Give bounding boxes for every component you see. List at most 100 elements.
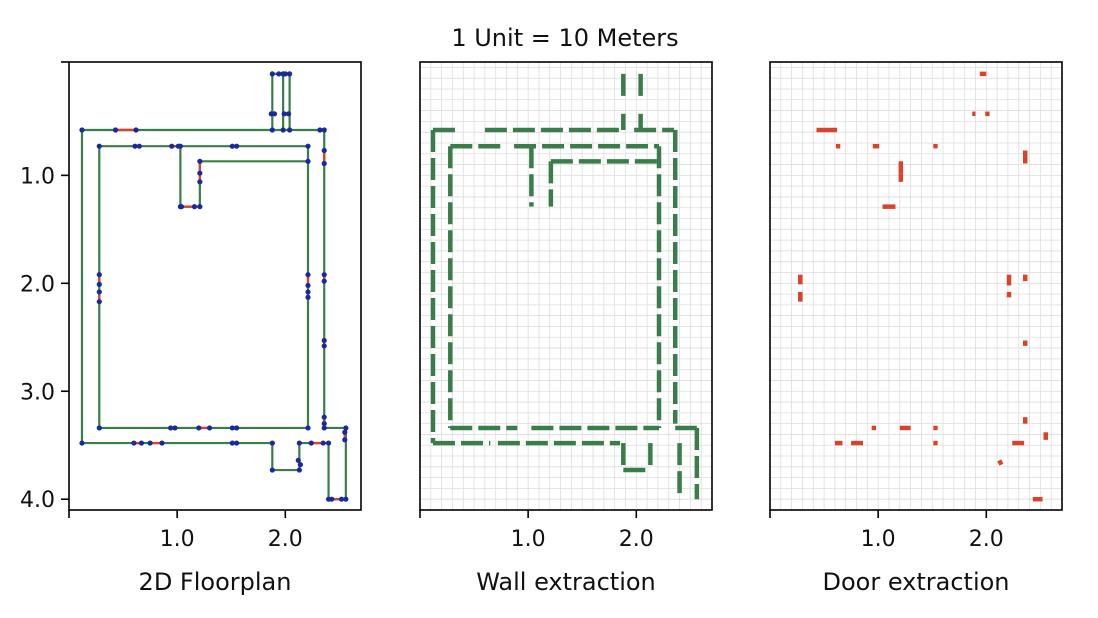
vertex-point xyxy=(321,278,327,284)
vertex-point xyxy=(320,440,326,446)
vertex-point xyxy=(305,158,311,164)
x-tick-label: 2.0 xyxy=(969,527,1004,552)
vertex-point xyxy=(276,71,282,77)
vertex-point xyxy=(96,299,102,305)
grid xyxy=(420,62,712,510)
vertex-point xyxy=(321,421,327,427)
vertex-point xyxy=(321,425,327,431)
extracted-door-segment xyxy=(997,459,1004,466)
vertex-point xyxy=(269,71,275,77)
vertex-point xyxy=(197,204,203,210)
vertex-point xyxy=(305,289,311,295)
vertex-point xyxy=(317,127,323,133)
vertex-point xyxy=(159,440,165,446)
vertex-point xyxy=(191,204,198,210)
vertex-point xyxy=(297,462,304,468)
vertex-point xyxy=(147,440,153,446)
vertex-point xyxy=(287,71,293,77)
vertex-point xyxy=(229,143,235,149)
door-extraction-geometry xyxy=(798,71,1049,502)
vertex-point xyxy=(321,337,327,344)
vertex-point xyxy=(325,440,332,446)
vertex-point xyxy=(229,440,235,446)
y-tick-label: 1.0 xyxy=(20,164,55,189)
vertex-point xyxy=(112,127,119,133)
vertex-point xyxy=(133,127,139,133)
vertex-point xyxy=(269,467,275,473)
floorplan-geometry xyxy=(79,71,349,502)
vertex-point xyxy=(131,440,137,446)
vertex-point xyxy=(329,496,335,502)
vertex-point xyxy=(305,425,311,431)
axes-frame xyxy=(419,61,713,511)
y-tick-label: 2.0 xyxy=(20,272,55,297)
vertex-point xyxy=(79,127,85,133)
vertex-point xyxy=(96,289,102,295)
vertex-point xyxy=(229,425,235,431)
vertex-point xyxy=(79,440,85,446)
wall-extraction-geometry xyxy=(430,73,700,500)
x-tick-label: 1.0 xyxy=(861,527,896,552)
vertex-point xyxy=(305,272,311,278)
x-tick-label: 1.0 xyxy=(160,527,195,552)
vertex-point xyxy=(269,127,275,133)
vertex-point xyxy=(206,425,213,431)
vertex-point xyxy=(196,425,202,431)
vertex-point xyxy=(343,425,349,431)
vertex-point xyxy=(175,143,181,149)
figure-suptitle: 1 Unit = 10 Meters xyxy=(451,24,678,52)
vertex-point xyxy=(282,71,288,77)
vertex-point xyxy=(136,143,142,149)
vertex-point xyxy=(269,440,275,446)
y-tick-label: 3.0 xyxy=(20,380,55,405)
vertex-point xyxy=(138,440,145,446)
door-extraction-panel: 1.0 2.0 xyxy=(769,61,1063,552)
vertex-point xyxy=(305,143,311,149)
vertex-point xyxy=(305,282,311,289)
vertex-point xyxy=(96,143,102,149)
vertex-point xyxy=(321,272,327,278)
vertex-point xyxy=(271,111,278,117)
axes-frame xyxy=(769,61,1063,511)
x-tick-label: 1.0 xyxy=(511,527,546,552)
x-tick-label: 2.0 xyxy=(619,527,654,552)
vertex-point xyxy=(287,127,293,133)
vertex-point xyxy=(305,294,311,300)
vertex-point xyxy=(234,143,240,149)
floorplan-panel: 1.0 2.0 1.0 2.0 3.0 4.0 xyxy=(20,61,362,552)
wall-extraction-panel: 1.0 2.0 xyxy=(419,61,713,552)
vertex-point xyxy=(308,440,314,446)
vertex-point xyxy=(321,343,327,349)
vertex-point xyxy=(172,425,178,431)
vertex-point xyxy=(197,158,203,164)
vertex-point xyxy=(234,425,240,431)
vertex-point xyxy=(281,111,287,117)
vertex-point xyxy=(321,127,327,133)
wall-extraction-xlabel: Wall extraction xyxy=(476,568,656,596)
vertex-point xyxy=(342,429,348,435)
vertex-point xyxy=(343,496,349,502)
vertex-point xyxy=(285,111,292,117)
vertex-point xyxy=(280,127,286,133)
x-tick-label: 2.0 xyxy=(268,527,303,552)
door-extraction-xlabel: Door extraction xyxy=(822,568,1009,596)
vertex-point xyxy=(338,496,345,502)
vertex-point xyxy=(296,467,302,473)
vertex-point xyxy=(96,272,102,278)
vertex-point xyxy=(234,440,240,446)
vertex-point xyxy=(96,281,102,287)
vertex-point xyxy=(321,147,327,154)
vertex-point xyxy=(197,179,203,185)
vertex-point xyxy=(178,204,185,210)
vertex-point xyxy=(295,457,301,463)
vertex-point xyxy=(321,414,327,420)
y-tick-label: 4.0 xyxy=(20,488,55,513)
vertex-point xyxy=(168,425,174,431)
axes-frame xyxy=(68,61,362,511)
vertex-point xyxy=(296,440,302,446)
vertex-point xyxy=(342,437,348,443)
vertex-point xyxy=(197,170,203,176)
vertex-point xyxy=(132,143,138,149)
